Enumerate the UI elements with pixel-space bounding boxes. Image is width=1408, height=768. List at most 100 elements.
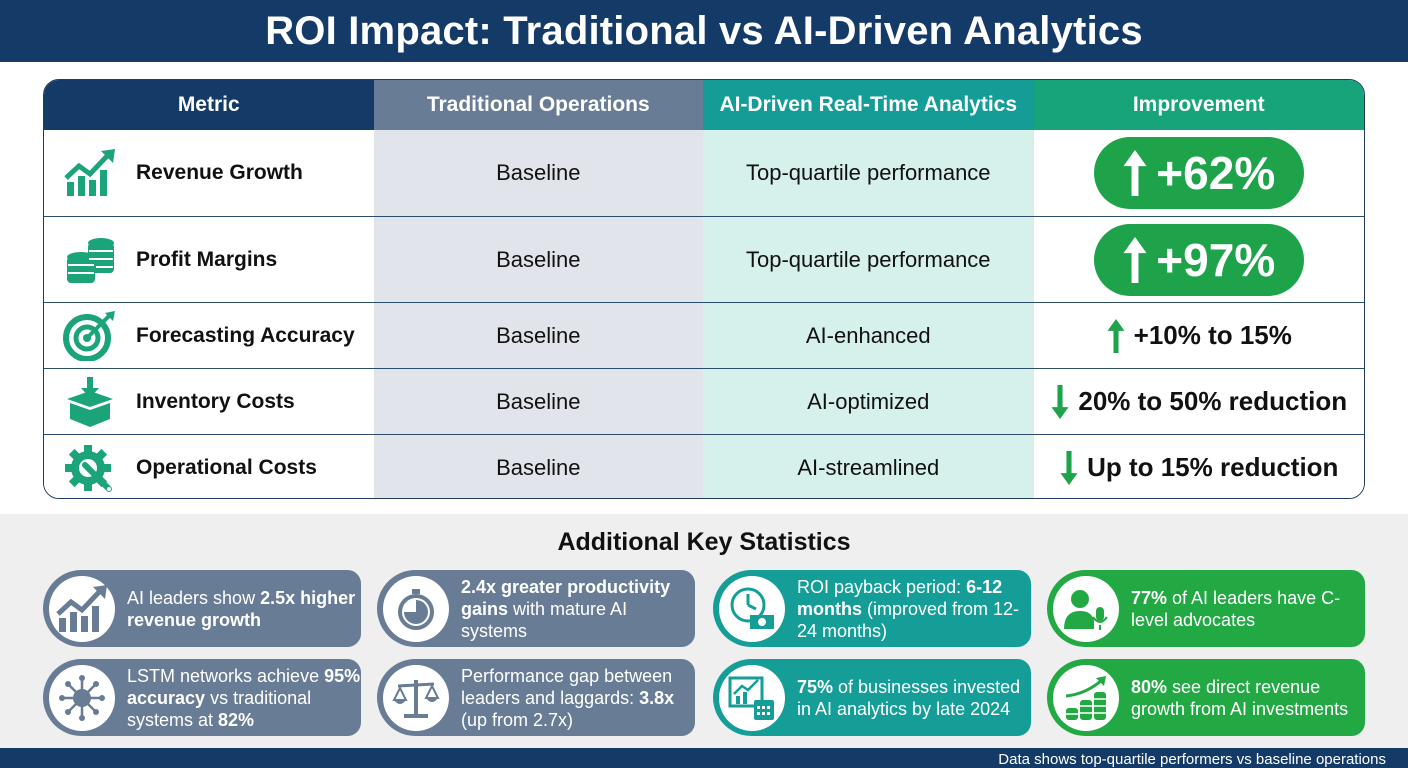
coins-growth-icon	[1053, 664, 1119, 731]
stat-highlight: 3.8x	[639, 687, 675, 708]
improvement-cell: +10% to 15%	[1033, 303, 1364, 368]
executive-speaker-icon	[1053, 575, 1119, 642]
title-banner: ROI Impact: Traditional vs AI-Driven Ana…	[0, 0, 1408, 62]
stat-text: (up from 2.7x)	[461, 709, 574, 730]
stat-text: of businesses invested in AI analytics b…	[797, 676, 1021, 719]
arrow-up-icon	[1106, 318, 1126, 353]
stat-description: AI leaders show 2.5x higher revenue grow…	[127, 587, 361, 631]
stat-highlight: 95% accuracy	[127, 665, 361, 708]
stat-highlight: 82%	[218, 709, 255, 730]
improvement-value: 20% to 50% reduction	[1078, 386, 1348, 416]
clock-money-icon	[719, 575, 785, 642]
traditional-cell: Baseline	[373, 369, 704, 434]
arrow-up-icon	[1122, 150, 1148, 196]
ai-driven-cell: Top-quartile performance	[703, 130, 1034, 216]
table-row: Operational Costs Baseline AI-streamline…	[44, 434, 1364, 498]
stopwatch-icon	[383, 575, 449, 642]
ai-driven-cell: AI-enhanced	[703, 303, 1034, 368]
arrow-up-icon	[1122, 236, 1148, 283]
improvement-cell: +62%	[1033, 130, 1364, 216]
stat-card: ROI payback period: 6-12 months (improve…	[713, 570, 1031, 647]
improvement-value: +62%	[1156, 147, 1276, 199]
stat-card: AI leaders show 2.5x higher revenue grow…	[43, 570, 361, 647]
gear-wrench-icon	[62, 442, 118, 494]
improvement-value: +97%	[1156, 233, 1276, 286]
stat-text: see direct revenue growth from AI invest…	[1131, 676, 1349, 719]
neural-network-icon	[49, 664, 115, 731]
stat-card: 75% of businesses invested in AI analyti…	[713, 659, 1031, 736]
stat-text: of AI leaders have C-level advocates	[1131, 587, 1341, 630]
ai-driven-cell: Top-quartile performance	[703, 217, 1034, 302]
footer-bar: Data shows top-quartile performers vs ba…	[0, 748, 1408, 768]
traditional-cell: Baseline	[373, 130, 704, 216]
improvement-cell: +97%	[1033, 217, 1364, 302]
stat-card: LSTM networks achieve 95% accuracy vs tr…	[43, 659, 361, 736]
box-download-icon	[62, 376, 118, 428]
stat-description: 2.4x greater productivity gains with mat…	[461, 576, 695, 642]
stat-highlight: 6-12 months	[797, 576, 1003, 619]
stat-highlight: 2.4x greater productivity gains	[461, 576, 671, 619]
growth-chart-icon	[62, 147, 118, 199]
table-row: Profit Margins Baseline Top-quartile per…	[44, 216, 1364, 302]
target-icon	[62, 310, 118, 362]
stat-text: Performance gap between leaders and lagg…	[461, 665, 673, 708]
stat-highlight: 80%	[1131, 676, 1168, 697]
stat-card: 2.4x greater productivity gains with mat…	[377, 570, 695, 647]
ai-driven-cell: AI-streamlined	[703, 435, 1034, 498]
column-header-improvement: Improvement	[1033, 80, 1364, 130]
stat-text: LSTM networks achieve	[127, 665, 325, 686]
metric-cell: Revenue Growth	[44, 130, 374, 216]
improvement-badge: +62%	[1093, 137, 1304, 209]
metric-cell: Operational Costs	[44, 435, 374, 498]
table-row: Revenue Growth Baseline Top-quartile per…	[44, 130, 1364, 216]
metric-cell: Inventory Costs	[44, 369, 374, 434]
stat-description: Performance gap between leaders and lagg…	[461, 665, 695, 731]
traditional-cell: Baseline	[373, 303, 704, 368]
column-header-ai-driven: AI-Driven Real-Time Analytics	[703, 80, 1034, 130]
stat-card: Performance gap between leaders and lagg…	[377, 659, 695, 736]
stat-highlight: 75%	[797, 676, 834, 697]
stat-description: 77% of AI leaders have C-level advocates	[1131, 587, 1365, 631]
improvement-value: Up to 15% reduction	[1087, 452, 1339, 482]
stat-text: (improved from 12-24 months)	[797, 598, 1020, 641]
metric-cell: Forecasting Accuracy	[44, 303, 374, 368]
stat-text: ROI payback period:	[797, 576, 967, 597]
chart-calendar-icon	[719, 664, 785, 731]
metric-label: Operational Costs	[136, 455, 317, 479]
metric-label: Inventory Costs	[136, 389, 295, 413]
column-header-metric: Metric	[44, 80, 374, 130]
table-header-row: Metric Traditional Operations AI-Driven …	[44, 80, 1364, 130]
table-row: Forecasting Accuracy Baseline AI-enhance…	[44, 302, 1364, 368]
arrow-down-icon	[1059, 450, 1079, 485]
stat-text: AI leaders show	[127, 587, 261, 608]
column-header-traditional: Traditional Operations	[373, 80, 703, 130]
improvement-value: +10% to 15%	[1133, 320, 1292, 350]
coin-stacks-icon	[62, 234, 118, 286]
metric-cell: Profit Margins	[44, 217, 374, 302]
metric-label: Forecasting Accuracy	[136, 323, 355, 347]
traditional-cell: Baseline	[373, 435, 704, 498]
stat-text: vs traditional systems at	[127, 687, 312, 730]
stat-description: 75% of businesses invested in AI analyti…	[797, 676, 1031, 720]
key-statistics-section: Additional Key Statistics AI leaders sho…	[0, 514, 1408, 748]
page-title: ROI Impact: Traditional vs AI-Driven Ana…	[265, 8, 1143, 53]
stat-description: 80% see direct revenue growth from AI in…	[1131, 676, 1365, 720]
table-body: Revenue Growth Baseline Top-quartile per…	[44, 130, 1364, 498]
footer-note: Data shows top-quartile performers vs ba…	[998, 751, 1386, 768]
metric-label: Profit Margins	[136, 247, 278, 271]
balance-scale-icon	[383, 664, 449, 731]
stat-highlight: 2.5x higher revenue growth	[127, 587, 356, 630]
stat-description: ROI payback period: 6-12 months (improve…	[797, 576, 1031, 642]
stat-highlight: 77%	[1131, 587, 1168, 608]
stat-card: 77% of AI leaders have C-level advocates	[1047, 570, 1365, 647]
stats-title: Additional Key Statistics	[557, 528, 851, 556]
improvement-cell: 20% to 50% reduction	[1033, 369, 1364, 434]
table-row: Inventory Costs Baseline AI-optimized 20…	[44, 368, 1364, 434]
traditional-cell: Baseline	[373, 217, 704, 302]
ai-driven-cell: AI-optimized	[703, 369, 1034, 434]
metric-label: Revenue Growth	[136, 161, 303, 184]
roi-comparison-table: Metric Traditional Operations AI-Driven …	[43, 79, 1365, 499]
stat-card: 80% see direct revenue growth from AI in…	[1047, 659, 1365, 736]
improvement-cell: Up to 15% reduction	[1033, 435, 1364, 498]
stat-text: with mature AI systems	[461, 598, 628, 641]
